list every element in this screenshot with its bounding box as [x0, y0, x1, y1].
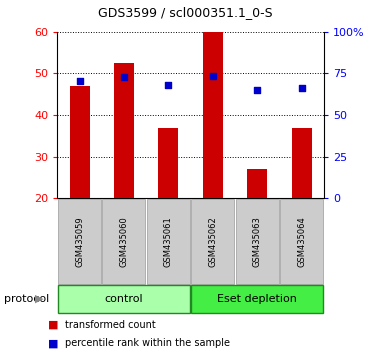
- Point: [165, 82, 171, 88]
- Text: GSM435062: GSM435062: [208, 216, 217, 267]
- Point: [254, 87, 260, 93]
- Text: ■: ■: [48, 338, 59, 348]
- Text: ▶: ▶: [35, 294, 43, 304]
- Text: ■: ■: [48, 320, 59, 330]
- Text: Eset depletion: Eset depletion: [217, 294, 297, 304]
- Text: GSM435061: GSM435061: [164, 216, 173, 267]
- Bar: [292, 127, 312, 198]
- Text: protocol: protocol: [4, 294, 49, 304]
- Text: percentile rank within the sample: percentile rank within the sample: [65, 338, 230, 348]
- Text: GSM435063: GSM435063: [253, 216, 262, 267]
- Bar: [70, 86, 90, 198]
- Text: GSM435064: GSM435064: [297, 216, 306, 267]
- Text: GSM435059: GSM435059: [75, 216, 84, 267]
- Point: [299, 86, 305, 91]
- Point: [77, 78, 83, 84]
- Point: [121, 74, 127, 80]
- Bar: [203, 32, 223, 198]
- Text: transformed count: transformed count: [65, 320, 155, 330]
- Text: control: control: [105, 294, 143, 304]
- Bar: [247, 169, 267, 198]
- Bar: [158, 127, 178, 198]
- Point: [210, 73, 216, 79]
- Bar: [114, 63, 134, 198]
- Text: GSM435060: GSM435060: [120, 216, 128, 267]
- Text: GDS3599 / scl000351.1_0-S: GDS3599 / scl000351.1_0-S: [98, 6, 272, 19]
